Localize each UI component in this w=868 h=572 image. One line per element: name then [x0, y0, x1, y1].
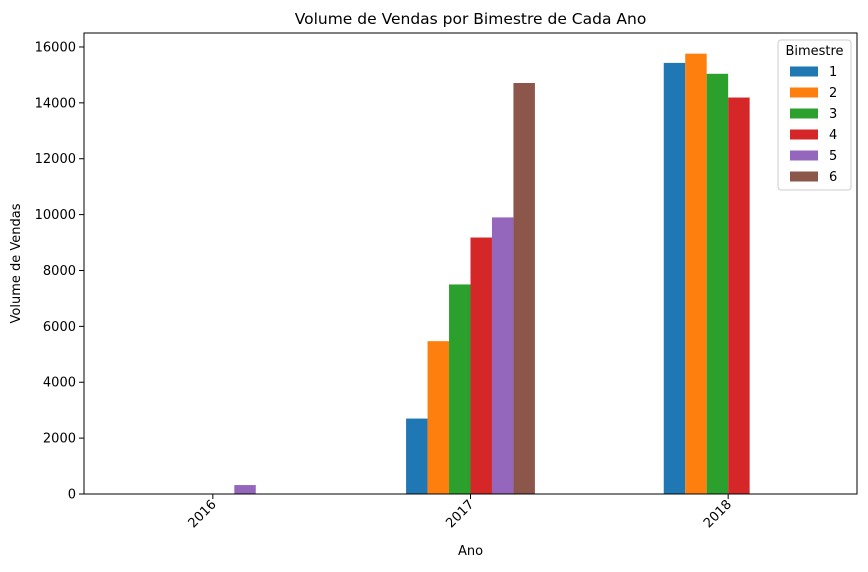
legend-label-1: 1 — [829, 65, 837, 80]
bar-2017-bimestre-6 — [513, 83, 535, 494]
y-tick-label: 12000 — [35, 152, 76, 167]
legend[interactable]: Bimestre 1 2 3 4 5 6 — [777, 39, 852, 191]
legend-swatch-4 — [790, 129, 818, 140]
y-axis: 0 2000 4000 6000 8000 10000 12000 14000 16000 — [35, 40, 84, 503]
legend-swatch-6 — [790, 171, 818, 182]
y-tick-label: 0 — [68, 488, 76, 503]
bar-2017-bimestre-5 — [491, 217, 514, 494]
legend-swatch-3 — [790, 108, 818, 119]
legend-label-5: 5 — [829, 149, 837, 164]
y-tick-label: 16000 — [35, 40, 76, 55]
x-axis-title: Ano — [458, 544, 483, 559]
bar-2018-bimestre-2 — [685, 53, 707, 495]
legend-label-3: 3 — [829, 107, 837, 122]
legend-label-2: 2 — [829, 86, 837, 101]
bar-2018-bimestre-3 — [706, 73, 729, 494]
y-tick-label: 6000 — [43, 320, 76, 335]
x-tick-label: 2017 — [443, 497, 477, 531]
legend-swatch-2 — [790, 87, 818, 98]
y-tick-label: 10000 — [35, 208, 76, 223]
x-tick-label: 2016 — [186, 497, 220, 531]
x-axis: 2016 2017 2018 — [186, 494, 735, 531]
legend-title: Bimestre — [785, 44, 843, 59]
bar-2018-bimestre-4 — [728, 97, 750, 494]
y-tick-label: 4000 — [43, 376, 76, 391]
y-tick-label: 14000 — [35, 96, 76, 111]
bar-2017-bimestre-3 — [449, 284, 471, 494]
y-tick-label: 8000 — [43, 264, 76, 279]
x-tick-label: 2018 — [701, 497, 735, 531]
legend-label-4: 4 — [829, 128, 837, 143]
legend-label-6: 6 — [829, 170, 837, 185]
bar-2016-bimestre-5 — [234, 485, 256, 494]
y-tick-label: 2000 — [43, 432, 76, 447]
bar-2017-bimestre-1 — [406, 418, 428, 494]
legend-swatch-5 — [790, 150, 818, 161]
legend-swatch-1 — [790, 66, 818, 77]
chart-title: Volume de Vendas por Bimestre de Cada An… — [295, 10, 647, 28]
bar-2017-bimestre-2 — [427, 341, 450, 494]
bar-2017-bimestre-4 — [470, 237, 492, 494]
legend-items: 1 2 3 4 5 6 — [790, 65, 837, 185]
bars-layer — [234, 53, 750, 495]
y-axis-title: Volume de Vendas — [9, 203, 24, 323]
bar-2018-bimestre-1 — [663, 62, 686, 495]
